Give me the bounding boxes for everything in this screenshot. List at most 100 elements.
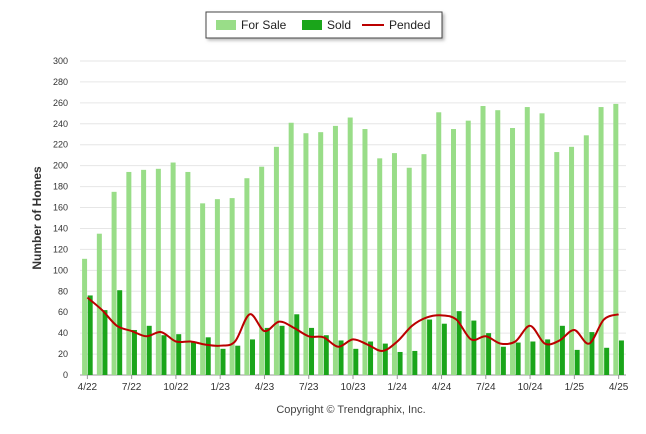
legend-swatch-sold xyxy=(302,20,322,30)
bar-sold xyxy=(559,325,565,375)
bar-for-sale xyxy=(480,106,486,375)
bar-for-sale xyxy=(451,129,456,375)
bar-sold xyxy=(102,310,108,375)
bar-sold xyxy=(500,346,506,375)
bar-for-sale xyxy=(613,103,619,375)
x-tick-label: 10/22 xyxy=(163,382,188,393)
bar-for-sale xyxy=(141,169,147,375)
bar-for-sale xyxy=(111,191,117,375)
bar-sold xyxy=(190,342,196,375)
x-tick-label: 4/24 xyxy=(432,382,452,393)
bar-sold xyxy=(161,335,167,375)
bar-for-sale xyxy=(436,112,442,375)
x-tick-label: 4/25 xyxy=(609,382,629,393)
bar-for-sale xyxy=(495,110,501,375)
y-tick-label: 180 xyxy=(53,182,68,192)
bar-sold xyxy=(338,340,344,375)
bar-sold xyxy=(279,325,285,375)
bar-for-sale xyxy=(510,127,516,376)
bar-sold xyxy=(604,347,610,375)
x-tick-label: 1/23 xyxy=(210,382,230,393)
bar-for-sale xyxy=(465,120,471,375)
bar-for-sale xyxy=(347,117,353,376)
bar-sold xyxy=(515,342,521,375)
bar-for-sale xyxy=(96,233,102,375)
x-tick-label: 10/24 xyxy=(518,382,543,393)
bar-sold xyxy=(427,319,433,375)
x-tick-label: 4/22 xyxy=(78,382,98,393)
bar-sold xyxy=(368,341,374,375)
bar-for-sale xyxy=(421,154,427,375)
y-tick-label: 20 xyxy=(58,349,68,359)
bar-sold xyxy=(176,334,182,375)
y-tick-label: 200 xyxy=(53,161,68,171)
bar-sold xyxy=(530,341,536,375)
bar-sold xyxy=(309,327,315,375)
y-tick-label: 120 xyxy=(53,244,68,254)
legend-swatch-for-sale xyxy=(216,20,236,30)
bar-sold xyxy=(117,290,123,375)
bar-for-sale xyxy=(362,129,368,375)
copyright-footer: Copyright © Trendgraphix, Inc. xyxy=(276,404,425,416)
bar-for-sale xyxy=(377,158,383,375)
bar-for-sale xyxy=(126,171,132,375)
pended-series-line xyxy=(86,296,619,352)
bar-for-sale xyxy=(583,135,589,375)
bar-for-sale xyxy=(598,107,604,376)
legend-box xyxy=(205,11,443,39)
y-axis-title: Number of Homes xyxy=(30,166,44,270)
legend-label-for-sale: For Sale xyxy=(241,18,287,32)
bar-for-sale xyxy=(303,133,309,375)
legend: For Sale Sold Pended xyxy=(205,11,443,39)
y-tick-label: 40 xyxy=(58,328,68,338)
bar-sold xyxy=(397,351,403,375)
x-tick-label: 7/22 xyxy=(122,382,142,393)
bar-for-sale xyxy=(259,166,265,375)
bar-sold xyxy=(353,348,359,375)
x-tick-label: 7/23 xyxy=(299,382,319,393)
y-tick-label: 60 xyxy=(58,307,68,317)
bar-sold xyxy=(382,343,388,375)
bar-for-sale xyxy=(185,171,191,375)
bar-for-sale xyxy=(288,122,294,375)
bar-for-sale xyxy=(244,178,250,375)
pended-line xyxy=(86,296,619,352)
y-tick-label: 240 xyxy=(53,119,68,129)
x-tick-label: 4/23 xyxy=(255,382,275,393)
y-tick-label: 280 xyxy=(53,77,68,87)
bar-sold xyxy=(618,340,624,375)
bar-sold xyxy=(471,320,477,375)
y-tick-label: 0 xyxy=(63,370,68,380)
x-tick-label: 1/24 xyxy=(388,382,408,393)
bar-sold xyxy=(412,350,418,375)
bar-sold xyxy=(456,311,462,375)
bar-sold xyxy=(146,325,152,375)
bar-sold xyxy=(323,335,329,375)
y-tick-label: 220 xyxy=(53,140,68,150)
y-tick-label: 260 xyxy=(53,98,68,108)
bar-sold xyxy=(441,323,447,375)
bar-sold xyxy=(131,329,137,375)
bar-sold xyxy=(205,337,211,375)
bar-for-sale xyxy=(539,113,545,375)
bar-for-sale xyxy=(273,146,279,375)
bar-sold xyxy=(220,348,226,375)
y-tick-label: 100 xyxy=(53,265,68,275)
bar-sold xyxy=(574,349,580,375)
legend-label-pended: Pended xyxy=(389,18,430,32)
y-tick-label: 140 xyxy=(53,223,68,233)
bar-for-sale xyxy=(406,167,412,375)
bar-for-sale xyxy=(200,203,206,375)
x-tick-label: 7/24 xyxy=(476,382,496,393)
bar-for-sale xyxy=(214,199,220,375)
bar-sold xyxy=(486,333,492,375)
bar-sold xyxy=(589,332,595,375)
bar-sold xyxy=(235,345,241,375)
y-axis-ticks: 0 20 40 60 80 100 120 140 160 180 200 220 240 260 280 3… xyxy=(53,56,68,380)
x-tick-label: 10/23 xyxy=(340,382,365,393)
bars xyxy=(82,103,624,376)
legend-label-sold: Sold xyxy=(327,18,351,32)
bar-for-sale xyxy=(318,132,324,375)
bar-for-sale xyxy=(524,107,530,376)
